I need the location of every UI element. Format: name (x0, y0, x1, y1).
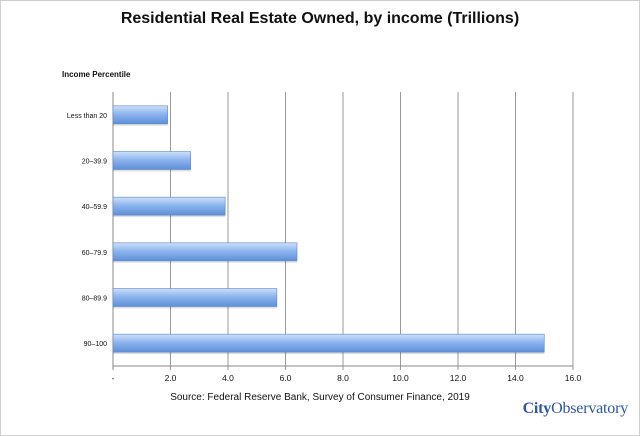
bar (112, 242, 298, 262)
chart-title: Residential Real Estate Owned, by income… (120, 10, 520, 27)
x-tick-label: 14.0 (507, 373, 524, 383)
bar (112, 105, 168, 125)
x-tick-label: 8.0 (337, 373, 349, 383)
x-tick-label: 16.0 (565, 373, 582, 383)
bar (112, 151, 191, 170)
logo-observatory-text: Observatory (551, 400, 628, 417)
category-label: 40–59.9 (82, 204, 107, 211)
x-tick-label: 2.0 (165, 373, 177, 383)
logo-city-text: City (522, 400, 552, 417)
category-label: 20–39.9 (82, 159, 107, 166)
category-label: 60–79.9 (82, 250, 107, 257)
bar (112, 333, 545, 353)
x-tick-label: - (112, 373, 115, 383)
x-tick-label: 10.0 (392, 373, 409, 383)
city-observatory-logo: CityObservatory (522, 400, 629, 418)
bar (112, 196, 226, 216)
source-note: Source: Federal Reserve Bank, Survey of … (170, 392, 470, 403)
x-tick-label: 4.0 (222, 373, 234, 383)
x-tick-label: 6.0 (280, 373, 292, 383)
y-axis-label: Income Percentile (62, 70, 131, 79)
category-label: Less than 20 (67, 113, 107, 120)
x-tick-label: 12.0 (450, 373, 467, 383)
category-label: 90–100 (84, 341, 107, 348)
category-label: 80–89.9 (82, 296, 107, 303)
bar (112, 288, 278, 307)
